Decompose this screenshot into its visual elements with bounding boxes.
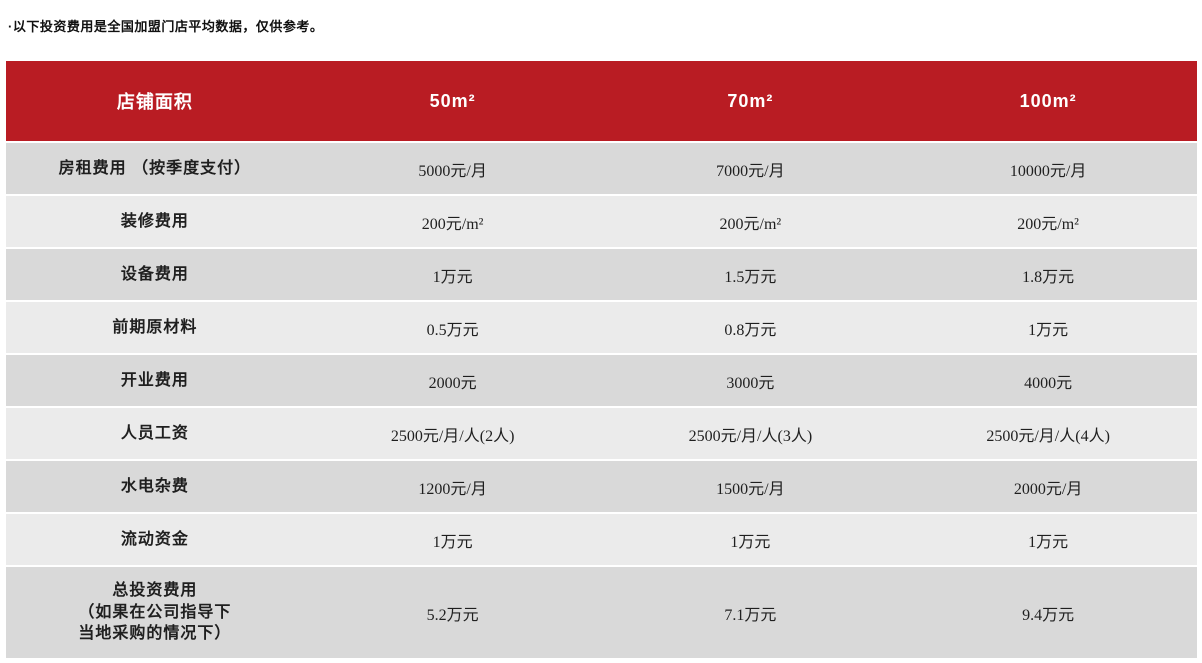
row-value: 7.1万元 <box>601 567 900 658</box>
table-row-rent: 房租费用 （按季度支付） 5000元/月 7000元/月 10000元/月 <box>6 143 1197 194</box>
row-value: 1万元 <box>899 514 1197 565</box>
row-label: 人员工资 <box>6 408 304 459</box>
row-label: 房租费用 （按季度支付） <box>6 143 304 194</box>
investment-cost-table-container: 店铺面积 50m² 70m² 100m² 房租费用 （按季度支付） 5000元/… <box>6 59 1197 660</box>
table-row-equipment: 设备费用 1万元 1.5万元 1.8万元 <box>6 249 1197 300</box>
row-label: 前期原材料 <box>6 302 304 353</box>
investment-cost-table: 店铺面积 50m² 70m² 100m² 房租费用 （按季度支付） 5000元/… <box>6 59 1197 660</box>
row-label: 水电杂费 <box>6 461 304 512</box>
row-value: 0.8万元 <box>601 302 900 353</box>
table-row-raw-materials: 前期原材料 0.5万元 0.8万元 1万元 <box>6 302 1197 353</box>
header-cell-70sqm: 70m² <box>601 61 900 141</box>
disclaimer-note: ·以下投资费用是全国加盟门店平均数据，仅供参考。 <box>8 19 324 34</box>
header-cell-50sqm: 50m² <box>303 61 602 141</box>
header-cell-area: 店铺面积 <box>6 61 304 141</box>
header-cell-100sqm: 100m² <box>899 61 1197 141</box>
row-label: 设备费用 <box>6 249 304 300</box>
row-label: 开业费用 <box>6 355 304 406</box>
table-row-total-investment: 总投资费用 （如果在公司指导下 当地采购的情况下） 5.2万元 7.1万元 9.… <box>6 567 1197 658</box>
row-value: 3000元 <box>601 355 900 406</box>
row-value: 1万元 <box>601 514 900 565</box>
row-value: 200元/m² <box>601 196 900 247</box>
table-row-opening: 开业费用 2000元 3000元 4000元 <box>6 355 1197 406</box>
row-value: 5000元/月 <box>303 143 602 194</box>
row-value: 2500元/月/人(3人) <box>601 408 900 459</box>
row-label: 装修费用 <box>6 196 304 247</box>
row-value: 1.5万元 <box>601 249 900 300</box>
table-row-renovation: 装修费用 200元/m² 200元/m² 200元/m² <box>6 196 1197 247</box>
row-value: 9.4万元 <box>899 567 1197 658</box>
row-label: 总投资费用 （如果在公司指导下 当地采购的情况下） <box>6 567 304 658</box>
row-value: 200元/m² <box>303 196 602 247</box>
row-value: 2000元 <box>303 355 602 406</box>
row-value: 4000元 <box>899 355 1197 406</box>
table-row-working-capital: 流动资金 1万元 1万元 1万元 <box>6 514 1197 565</box>
row-value: 1万元 <box>899 302 1197 353</box>
row-value: 1万元 <box>303 249 602 300</box>
table-header-row: 店铺面积 50m² 70m² 100m² <box>6 61 1197 141</box>
table-row-utilities: 水电杂费 1200元/月 1500元/月 2000元/月 <box>6 461 1197 512</box>
row-value: 200元/m² <box>899 196 1197 247</box>
row-value: 10000元/月 <box>899 143 1197 194</box>
row-value: 1200元/月 <box>303 461 602 512</box>
row-value: 2000元/月 <box>899 461 1197 512</box>
row-value: 7000元/月 <box>601 143 900 194</box>
row-value: 2500元/月/人(2人) <box>303 408 602 459</box>
table-row-salary: 人员工资 2500元/月/人(2人) 2500元/月/人(3人) 2500元/月… <box>6 408 1197 459</box>
row-value: 5.2万元 <box>303 567 602 658</box>
row-value: 0.5万元 <box>303 302 602 353</box>
row-value: 2500元/月/人(4人) <box>899 408 1197 459</box>
row-value: 1.8万元 <box>899 249 1197 300</box>
row-value: 1万元 <box>303 514 602 565</box>
row-value: 1500元/月 <box>601 461 900 512</box>
row-label: 流动资金 <box>6 514 304 565</box>
